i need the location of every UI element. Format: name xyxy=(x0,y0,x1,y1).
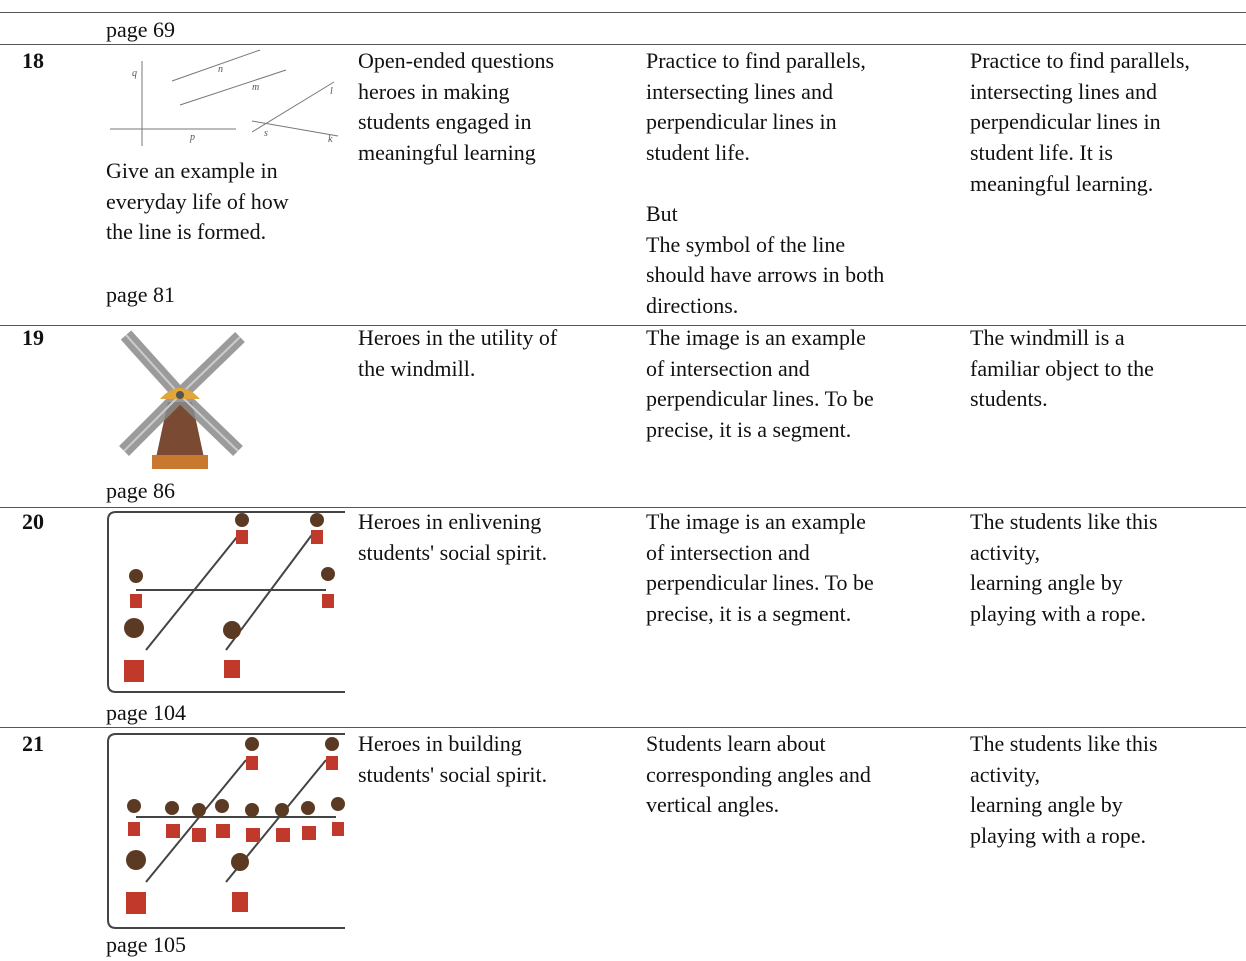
text-line: students. xyxy=(970,386,1048,412)
text-line: learning angle by xyxy=(970,570,1123,596)
text-line: perpendicular lines in xyxy=(970,109,1161,135)
rule xyxy=(0,12,1246,13)
rule xyxy=(0,325,1246,326)
text-line: The students like this xyxy=(970,731,1158,756)
text-line: The students like this xyxy=(970,509,1158,534)
row-number: 21 xyxy=(22,731,44,756)
figure-label: s xyxy=(264,128,268,139)
text-line: The windmill is a xyxy=(970,325,1125,350)
cell-text: Students learn about corresponding angles… xyxy=(646,729,871,821)
text-line: should have arrows in both xyxy=(646,262,885,288)
rope-figure xyxy=(107,511,345,693)
rule xyxy=(0,44,1246,45)
text-line: learning angle by xyxy=(970,792,1123,818)
text-line: Practice to find parallels, xyxy=(970,48,1190,73)
page-ref: page 104 xyxy=(106,700,187,725)
row-number: 19 xyxy=(22,325,44,350)
cell-text: Practice to find parallels, intersecting … xyxy=(970,46,1190,200)
text-line: student life. xyxy=(646,140,750,166)
text-line: everyday life of how xyxy=(106,188,289,214)
text-line: playing with a rope. xyxy=(970,823,1146,849)
cell-text: Heroes in the utility of the windmill. xyxy=(358,323,557,384)
text-line: of intersection and xyxy=(646,539,810,565)
windmill-figure xyxy=(119,330,245,469)
cell-text: Heroes in building students' social spiri… xyxy=(358,729,547,790)
text-line: The image is an example xyxy=(646,509,866,534)
rope-figure xyxy=(107,733,345,929)
text-line: students' social spirit. xyxy=(358,539,548,565)
text-line: vertical angles. xyxy=(646,792,780,818)
text-line: familiar object to the xyxy=(970,355,1154,381)
figure-label: k xyxy=(328,134,333,145)
text-line: The image is an example xyxy=(646,325,866,350)
text-line: Open-ended questions xyxy=(358,48,555,73)
figure-label: n xyxy=(218,64,223,75)
figure-label: q xyxy=(132,68,137,79)
text-line: Give an example in xyxy=(106,158,278,183)
text-line: perpendicular lines. To be xyxy=(646,570,874,596)
cell-text: Open-ended questions heroes in making stud… xyxy=(358,46,554,169)
text-line: playing with a rope. xyxy=(970,601,1146,627)
text-line: the windmill. xyxy=(358,355,476,381)
text-line: perpendicular lines. To be xyxy=(646,386,874,412)
text-line: students engaged in xyxy=(358,109,532,135)
text-line: meaningful learning. xyxy=(970,170,1154,196)
cell-text: Practice to find parallels, intersecting … xyxy=(646,46,866,169)
text-line: precise, it is a segment. xyxy=(646,417,852,443)
text-line: of intersection and xyxy=(646,355,810,381)
page-ref: page 105 xyxy=(106,932,187,957)
text-line: Heroes in enlivening xyxy=(358,509,542,534)
text-line: corresponding angles and xyxy=(646,761,871,787)
page-ref: page 86 xyxy=(106,478,176,503)
text-line: student life. It is xyxy=(970,140,1113,166)
text-line: meaningful learning xyxy=(358,140,536,166)
page-ref: page 69 xyxy=(106,17,176,42)
cell-text: But The symbol of the line should have arr… xyxy=(646,199,884,322)
text-line: precise, it is a segment. xyxy=(646,601,852,627)
text-line: activity, xyxy=(970,761,1041,787)
text-line: Practice to find parallels, xyxy=(646,48,866,73)
cell-text: The students like this activity, learning … xyxy=(970,507,1158,630)
text-line: directions. xyxy=(646,293,739,319)
row-number: 20 xyxy=(22,509,44,534)
text-line: activity, xyxy=(970,539,1041,565)
lines-figure: q n m l p s k xyxy=(110,49,339,146)
text-line: Heroes in building xyxy=(358,731,522,756)
text-line: perpendicular lines in xyxy=(646,109,837,135)
text-line: Heroes in the utility of xyxy=(358,325,558,350)
cell-text: The image is an example of intersection a… xyxy=(646,323,874,446)
text-line: Students learn about xyxy=(646,731,826,756)
text-line: intersecting lines and xyxy=(970,78,1157,104)
figure-label: p xyxy=(189,132,195,143)
figure-label: m xyxy=(252,82,259,93)
text-line: heroes in making xyxy=(358,78,510,104)
cell-text: The image is an example of intersection a… xyxy=(646,507,874,630)
cell-text: The students like this activity, learning … xyxy=(970,729,1158,852)
cell-text: Give an example in everyday life of how th… xyxy=(106,156,289,248)
row-number: 18 xyxy=(22,48,44,73)
text-line: But xyxy=(646,201,678,226)
figure-label: l xyxy=(330,86,333,97)
page-ref: page 81 xyxy=(106,282,176,307)
cell-text: Heroes in enlivening students' social spi… xyxy=(358,507,547,568)
text-line: students' social spirit. xyxy=(358,761,548,787)
text-line: the line is formed. xyxy=(106,219,267,245)
text-line: The symbol of the line xyxy=(646,231,846,257)
cell-text: The windmill is a familiar object to the s… xyxy=(970,323,1154,415)
rule xyxy=(0,507,1246,508)
text-line: intersecting lines and xyxy=(646,78,833,104)
rule xyxy=(0,727,1246,728)
